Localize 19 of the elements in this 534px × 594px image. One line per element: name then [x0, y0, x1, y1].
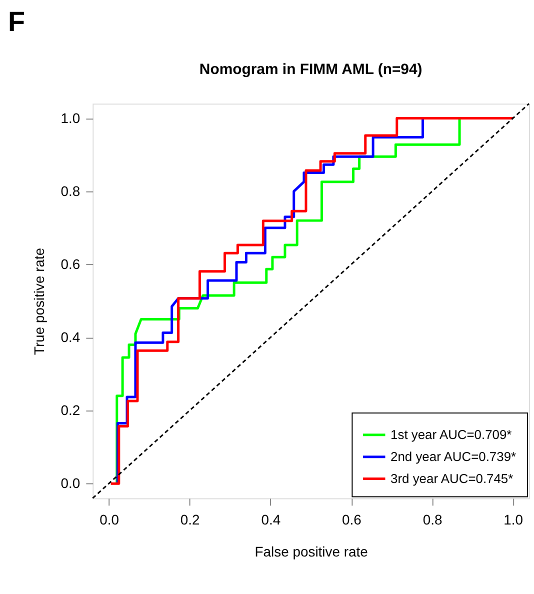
legend-label: 2nd year AUC=0.739* — [390, 448, 516, 464]
x-tick-label: 0.8 — [422, 512, 442, 528]
x-tick-label: 1.0 — [504, 512, 524, 528]
x-tick-label: 0.0 — [100, 512, 120, 528]
y-tick-label: 0.2 — [60, 402, 80, 418]
y-tick-label: 0.6 — [60, 256, 80, 272]
y-axis-title: True positive rate — [30, 248, 47, 356]
y-tick-label: 1.0 — [60, 110, 80, 126]
x-tick-label: 0.2 — [180, 512, 200, 528]
y-tick-label: 0.0 — [60, 475, 80, 492]
x-axis-title: False positive rate — [254, 543, 368, 560]
x-tick-label: 0.6 — [342, 512, 362, 528]
text: F — [8, 6, 25, 37]
y-tick-label: 0.4 — [60, 328, 80, 345]
legend-label: 1st year AUC=0.709* — [390, 426, 512, 442]
x-tick-label: 0.4 — [261, 512, 281, 528]
y-tick-label: 0.8 — [60, 182, 80, 199]
legend-label: 3rd year AUC=0.745* — [390, 470, 514, 486]
chart-title: Nomogram in FIMM AML (n=94) — [199, 60, 422, 78]
